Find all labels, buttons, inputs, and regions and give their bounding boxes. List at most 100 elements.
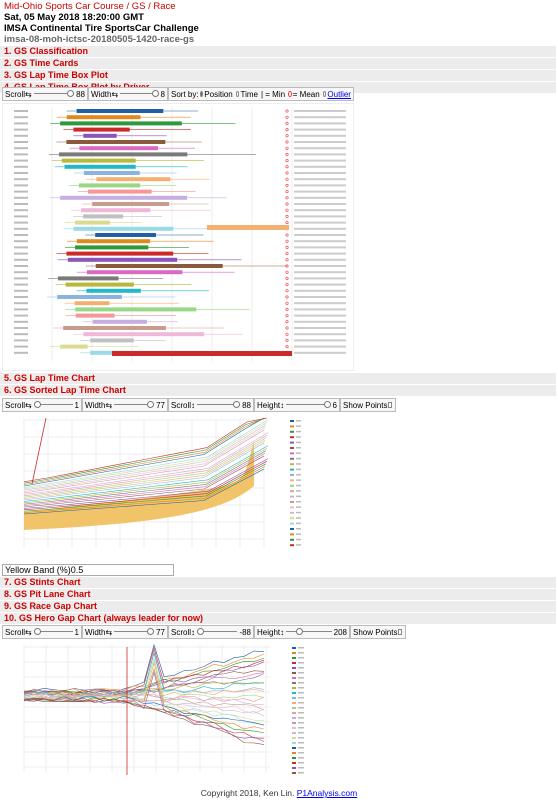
legend-dot [285, 307, 289, 311]
series-line [23, 437, 267, 498]
section-pit-lane-chart[interactable]: 8. GS Pit Lane Chart [0, 589, 556, 600]
sorted-vscroll-slider[interactable] [197, 401, 241, 409]
hero-chart-svg [2, 641, 338, 785]
legend-mark [294, 246, 346, 249]
legend-swatch [292, 712, 296, 714]
row-label-mark [14, 165, 28, 168]
sorted-vscroll-control: Scroll ↕ 88 [168, 398, 254, 412]
legend-mark [294, 172, 346, 174]
legend-label [298, 727, 304, 729]
sort-position-radio[interactable] [199, 91, 204, 97]
legend-label [296, 495, 301, 498]
section-classification[interactable]: 1. GS Classification [0, 46, 556, 57]
legend-label [298, 702, 304, 704]
box [61, 158, 136, 163]
box [65, 282, 134, 287]
legend-label [298, 707, 304, 709]
box [92, 319, 147, 324]
sorted-height-slider[interactable] [286, 401, 331, 409]
box [90, 338, 134, 343]
section-lap-time-box-plot[interactable]: 3. GS Lap Time Box Plot [0, 70, 556, 81]
legend-swatch [290, 511, 294, 514]
sorted-width-slider[interactable] [114, 401, 155, 409]
legend-dot [285, 289, 289, 293]
series-line [23, 447, 268, 504]
section-stints-chart[interactable]: 7. GS Stints Chart [0, 577, 556, 588]
outlier-link[interactable]: Outlier [327, 89, 351, 99]
width-label: Width [91, 89, 112, 99]
hero-vscroll-slider[interactable] [197, 628, 238, 636]
legend-dot [285, 115, 289, 119]
legend-swatch [290, 490, 294, 493]
legend-mark [294, 221, 346, 224]
horizontal-arrows-icon: ⇆ [105, 627, 113, 637]
legend-dot [285, 134, 289, 138]
height-label: Height [257, 400, 281, 410]
legend-mark [294, 258, 346, 261]
series-line [23, 653, 265, 695]
series-line [31, 417, 47, 485]
legend-dot [285, 314, 289, 318]
row-label-mark [14, 190, 28, 193]
box [95, 264, 223, 268]
hero-height-slider[interactable] [286, 628, 332, 636]
legend-mark [294, 351, 346, 354]
row-label-mark [14, 227, 28, 230]
legend-label [296, 447, 301, 449]
boxplot-width-slider[interactable] [120, 90, 159, 98]
scroll-label: Scroll [5, 89, 26, 99]
hero-width-slider[interactable] [114, 628, 155, 636]
scroll-label: Scroll [5, 400, 26, 410]
section-hero-gap-chart[interactable]: 10. GS Hero Gap Chart (always leader for… [0, 613, 556, 624]
box-plot-svg [2, 103, 354, 371]
horizontal-arrows-icon: ⇆ [25, 627, 32, 637]
yellow-band-input[interactable] [70, 565, 151, 575]
legend-mark [294, 165, 346, 168]
legend-mark [294, 184, 346, 187]
box [95, 233, 156, 237]
row-label-mark [14, 128, 28, 131]
row-label-mark [14, 141, 28, 143]
section-lap-time-chart[interactable]: 5. GS Lap Time Chart [0, 373, 556, 384]
legend-label [298, 662, 304, 664]
section-time-cards[interactable]: 2. GS Time Cards [0, 58, 556, 69]
show-points-checkbox[interactable] [388, 402, 392, 408]
legend-dot [285, 332, 289, 336]
series-line [23, 440, 266, 499]
row-label-mark [14, 339, 28, 342]
legend-dot [285, 320, 289, 324]
legend-label [298, 697, 304, 699]
boxplot-scroll-slider[interactable] [33, 90, 75, 98]
legend-mark [294, 116, 346, 119]
sorted-chart-svg [2, 414, 302, 560]
box [73, 127, 130, 132]
sort-time-radio[interactable] [235, 91, 240, 97]
hero-scroll-slider[interactable] [33, 628, 73, 636]
sorted-scroll-slider[interactable] [33, 401, 73, 409]
legend-label [296, 474, 301, 476]
box [60, 195, 188, 200]
legend-mark [294, 209, 346, 212]
legend-swatch [292, 652, 296, 654]
section-race-gap-chart[interactable]: 9. GS Race Gap Chart [0, 601, 556, 612]
legend-label [298, 717, 304, 719]
hero-gap-chart [2, 641, 338, 785]
series-line [23, 697, 265, 745]
legend-mark [294, 234, 346, 236]
box [83, 133, 117, 138]
width-value: 77 [156, 400, 165, 410]
legend-swatch [290, 506, 294, 509]
show-points-checkbox[interactable] [398, 629, 402, 635]
boxplot-sort-control: Sort by: Position Time | = Min = Mean Ou… [168, 87, 354, 101]
site-link[interactable]: P1Analysis.com [296, 788, 358, 798]
legend-swatch [292, 677, 296, 679]
row-label-mark [14, 345, 28, 348]
legend-mark [294, 134, 346, 137]
vertical-arrows-icon: ↕ [280, 627, 285, 637]
box [74, 301, 110, 306]
legend-mark [294, 147, 346, 150]
legend-swatch [290, 425, 294, 428]
legend-label [298, 752, 304, 754]
yellow-band-field: Yellow Band (%) [2, 564, 174, 576]
section-sorted-lap-time-chart[interactable]: 6. GS Sorted Lap Time Chart [0, 385, 556, 396]
